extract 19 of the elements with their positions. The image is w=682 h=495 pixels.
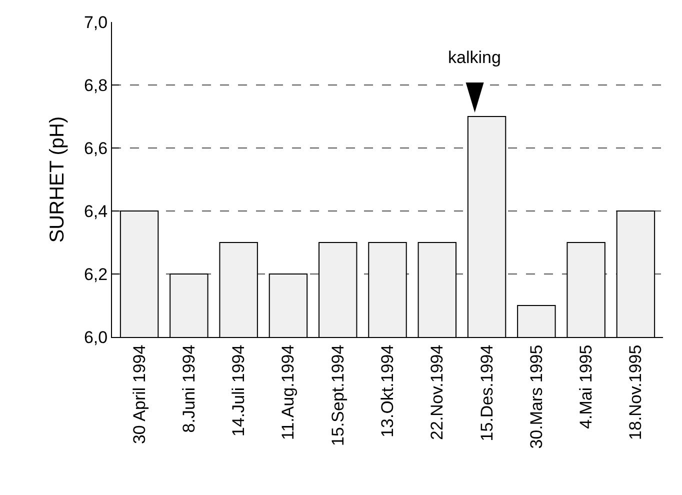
x-tick-label: 30 April 1994 — [130, 344, 149, 444]
y-tick-label: 6,2 — [84, 264, 108, 284]
y-tick-label: 6,8 — [84, 76, 108, 95]
x-tick-label: 14.Juli 1994 — [229, 344, 248, 436]
y-tick-label: 6,4 — [84, 202, 108, 221]
x-tick-label: 18.Nov.1995 — [626, 344, 646, 440]
x-tick-label: 13.Okt.1994 — [378, 344, 398, 438]
x-tick-label: 11.Aug.1994 — [278, 344, 298, 440]
y-axis-title: SURHET (pH) — [46, 116, 68, 243]
y-tick-label: 6,0 — [84, 328, 108, 347]
x-tick-label: 30.Mars 1995 — [526, 344, 546, 449]
annotation: kalking — [448, 48, 501, 67]
x-tick-label: 8.Juni 1994 — [179, 344, 198, 433]
y-tick-label: 6,6 — [84, 138, 108, 158]
x-tick-label: 15.Sept.1994 — [328, 344, 348, 446]
x-tick-label: 15.Des.1994 — [477, 344, 496, 442]
y-tick-label: 7,0 — [84, 12, 108, 32]
x-tick-label: 22.Nov.1994 — [428, 344, 447, 440]
x-tick-label: 4.Mai 1995 — [576, 344, 596, 429]
